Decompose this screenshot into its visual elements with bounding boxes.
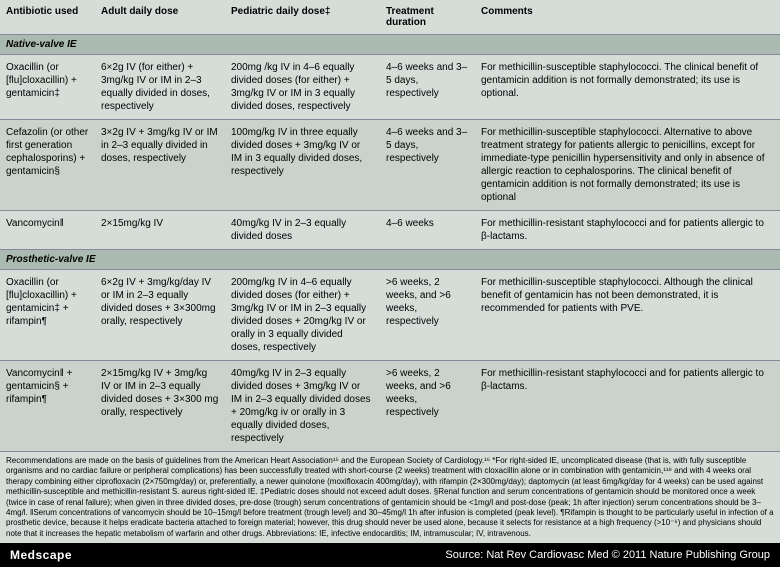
header-row: Antibiotic used Adult daily dose Pediatr… (0, 0, 780, 35)
table-cell: 200mg /kg IV in 4–6 equally divided dose… (225, 55, 380, 120)
table-cell: For methicillin-resistant staphylococci … (475, 211, 780, 250)
table-cell: For methicillin-susceptible staphylococc… (475, 120, 780, 211)
table-cell: Vancomycin‖ (0, 211, 95, 250)
table-row: Cefazolin (or other first generation cep… (0, 120, 780, 211)
col-header: Adult daily dose (95, 0, 225, 35)
table-row: Vancomycin‖ + gentamicin§ + rifampin¶2×1… (0, 361, 780, 452)
table-cell: Vancomycin‖ + gentamicin§ + rifampin¶ (0, 361, 95, 452)
table-cell: >6 weeks, 2 weeks, and >6 weeks, respect… (380, 270, 475, 361)
table-cell: 4–6 weeks (380, 211, 475, 250)
table-cell: 40mg/kg IV in 2–3 equally divided doses … (225, 361, 380, 452)
footer-bar: Medscape Source: Nat Rev Cardiovasc Med … (0, 543, 780, 567)
table-cell: Oxacillin (or [flu]cloxacillin) + gentam… (0, 55, 95, 120)
table-cell: 3×2g IV + 3mg/kg IV or IM in 2–3 equally… (95, 120, 225, 211)
table-cell: For methicillin-susceptible staphylococc… (475, 55, 780, 120)
table-row: Oxacillin (or [flu]cloxacillin) + gentam… (0, 55, 780, 120)
table-cell: For methicillin-resistant staphylococci … (475, 361, 780, 452)
col-header: Comments (475, 0, 780, 35)
antibiotic-table: Antibiotic used Adult daily dose Pediatr… (0, 0, 780, 452)
source-text: Source: Nat Rev Cardiovasc Med © 2011 Na… (445, 549, 770, 561)
table-cell: 6×2g IV (for either) + 3mg/kg IV or IM i… (95, 55, 225, 120)
table-cell: >6 weeks, 2 weeks, and >6 weeks, respect… (380, 361, 475, 452)
col-header: Antibiotic used (0, 0, 95, 35)
table-container: Antibiotic used Adult daily dose Pediatr… (0, 0, 780, 567)
table-row: Oxacillin (or [flu]cloxacillin) + gentam… (0, 270, 780, 361)
table-cell: 200mg/kg IV in 4–6 equally divided doses… (225, 270, 380, 361)
table-cell: 2×15mg/kg IV (95, 211, 225, 250)
section-row: Prosthetic-valve IE (0, 250, 780, 270)
table-cell: For methicillin-susceptible staphylococc… (475, 270, 780, 361)
medscape-logo: Medscape (10, 548, 72, 562)
table-cell: 6×2g IV + 3mg/kg/day IV or IM in 2–3 equ… (95, 270, 225, 361)
col-header: Treatment duration (380, 0, 475, 35)
section-title: Native-valve IE (0, 35, 780, 55)
table-cell: Oxacillin (or [flu]cloxacillin) + gentam… (0, 270, 95, 361)
table-cell: 4–6 weeks and 3–5 days, respectively (380, 55, 475, 120)
table-cell: 40mg/kg IV in 2–3 equally divided doses (225, 211, 380, 250)
table-cell: 100mg/kg IV in three equally divided dos… (225, 120, 380, 211)
section-row: Native-valve IE (0, 35, 780, 55)
table-cell: 4–6 weeks and 3–5 days, respectively (380, 120, 475, 211)
table-cell: 2×15mg/kg IV + 3mg/kg IV or IM in 2–3 eq… (95, 361, 225, 452)
footnote: Recommendations are made on the basis of… (0, 452, 780, 543)
col-header: Pediatric daily dose‡ (225, 0, 380, 35)
table-cell: Cefazolin (or other first generation cep… (0, 120, 95, 211)
section-title: Prosthetic-valve IE (0, 250, 780, 270)
table-row: Vancomycin‖2×15mg/kg IV40mg/kg IV in 2–3… (0, 211, 780, 250)
table-body: Native-valve IEOxacillin (or [flu]cloxac… (0, 35, 780, 452)
